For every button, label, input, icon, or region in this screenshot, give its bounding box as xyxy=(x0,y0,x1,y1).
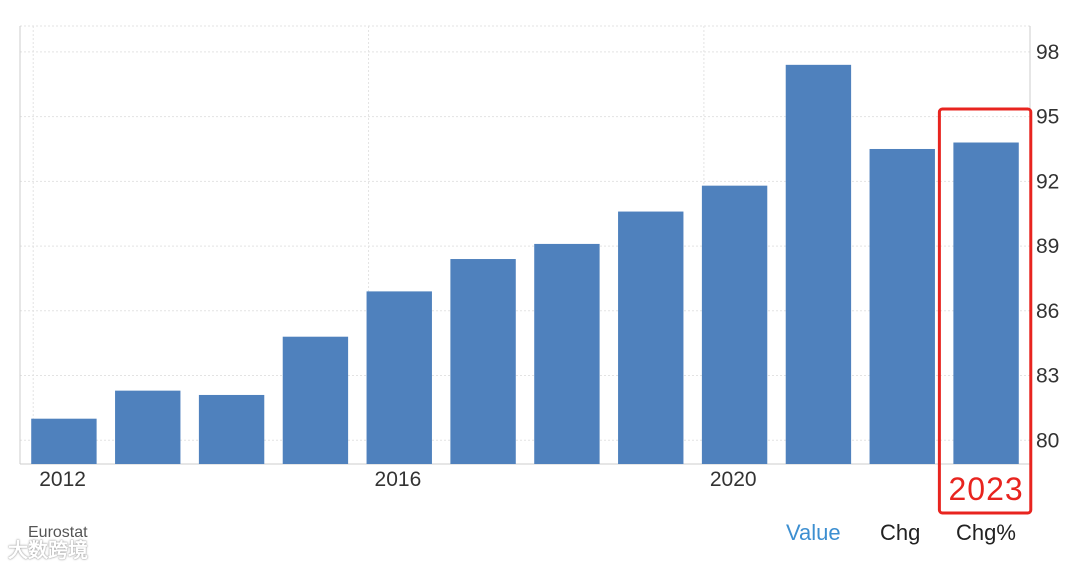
bars xyxy=(31,64,1019,465)
highlight-box xyxy=(937,107,1033,515)
bar-2023 xyxy=(953,142,1019,464)
x-tick-label-2020: 2020 xyxy=(710,468,757,491)
bar-2022 xyxy=(869,148,935,464)
y-tick-label-89: 89 xyxy=(1036,235,1059,258)
x-tick-label-2012: 2012 xyxy=(39,468,86,491)
y-tick-label-83: 83 xyxy=(1036,365,1059,388)
bar-2015 xyxy=(282,336,349,464)
bar-2020 xyxy=(701,185,768,464)
bar-2018 xyxy=(534,243,600,464)
bar-2019 xyxy=(618,211,684,464)
highlight-2023: 2023 xyxy=(937,107,1033,515)
bar-2014 xyxy=(198,394,265,464)
tab-chg-percent[interactable]: Chg% xyxy=(956,520,1016,545)
source-label: Eurostat xyxy=(28,524,88,541)
tab-value[interactable]: Value xyxy=(786,520,841,545)
bar-2021 xyxy=(785,64,852,465)
y-tick-label-80: 80 xyxy=(1036,429,1059,452)
y-axis-ticks: 80 83 86 89 92 95 98 xyxy=(1036,41,1059,452)
bar-2013 xyxy=(115,390,181,464)
bar-2012 xyxy=(31,418,97,464)
tab-chg[interactable]: Chg xyxy=(880,520,921,545)
y-tick-label-92: 92 xyxy=(1036,170,1059,193)
watermark: 大数跨境 xyxy=(8,540,88,562)
gridlines xyxy=(19,25,1031,465)
footer-tabs: Value Chg Chg% xyxy=(0,520,1080,552)
y-tick-label-98: 98 xyxy=(1036,41,1059,64)
y-tick-label-95: 95 xyxy=(1036,106,1059,129)
bar-2016 xyxy=(366,291,432,464)
x-tick-label-2016: 2016 xyxy=(375,468,422,491)
bar-2017 xyxy=(450,259,516,464)
highlight-year-label: 2023 xyxy=(948,471,1023,507)
x-axis-ticks: 2012 2016 2020 xyxy=(39,468,756,491)
y-tick-label-86: 86 xyxy=(1036,300,1059,323)
